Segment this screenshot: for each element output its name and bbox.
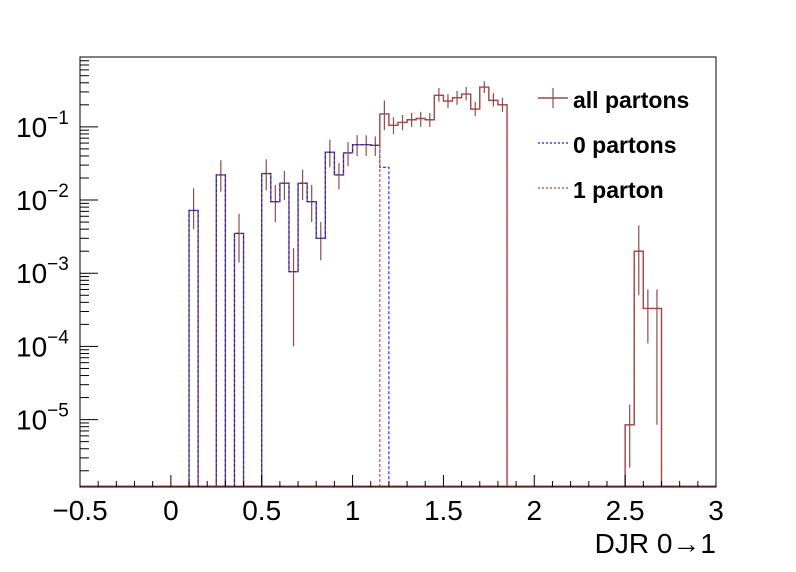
legend-label-1-parton: 1 parton xyxy=(573,177,664,203)
series-1-parton xyxy=(379,86,663,487)
y-tick-label: 10−4 xyxy=(16,327,69,362)
x-axis-title: DJR 0→1 xyxy=(595,528,716,559)
x-tick-label: 3 xyxy=(708,495,724,526)
x-tick-label: 1.5 xyxy=(424,495,463,526)
legend: all partons 0 partons 1 parton xyxy=(538,87,689,203)
x-tick-label: 1 xyxy=(345,495,361,526)
y-tick-label: 10−5 xyxy=(16,401,69,436)
series-0-partons xyxy=(188,144,390,487)
y-tick-label: 10−3 xyxy=(16,254,69,289)
x-tick-label: −0.5 xyxy=(52,495,107,526)
plot-frame xyxy=(79,56,717,488)
y-tick-label: 10−2 xyxy=(16,181,69,216)
x-tick-label: 2 xyxy=(526,495,542,526)
x-tick-label: 0.5 xyxy=(242,495,281,526)
histogram-marks xyxy=(80,81,716,487)
legend-label-0-partons: 0 partons xyxy=(573,132,677,158)
y-tick-label: 10−1 xyxy=(16,108,69,143)
x-tick-label: 0 xyxy=(163,495,179,526)
legend-label-all-partons: all partons xyxy=(573,87,689,113)
axes: −0.5 0 0.5 1 1.5 2 2.5 3 10−5 10−4 10−3 10−2 10−1 xyxy=(16,56,724,526)
x-tick-label: 2.5 xyxy=(606,495,645,526)
